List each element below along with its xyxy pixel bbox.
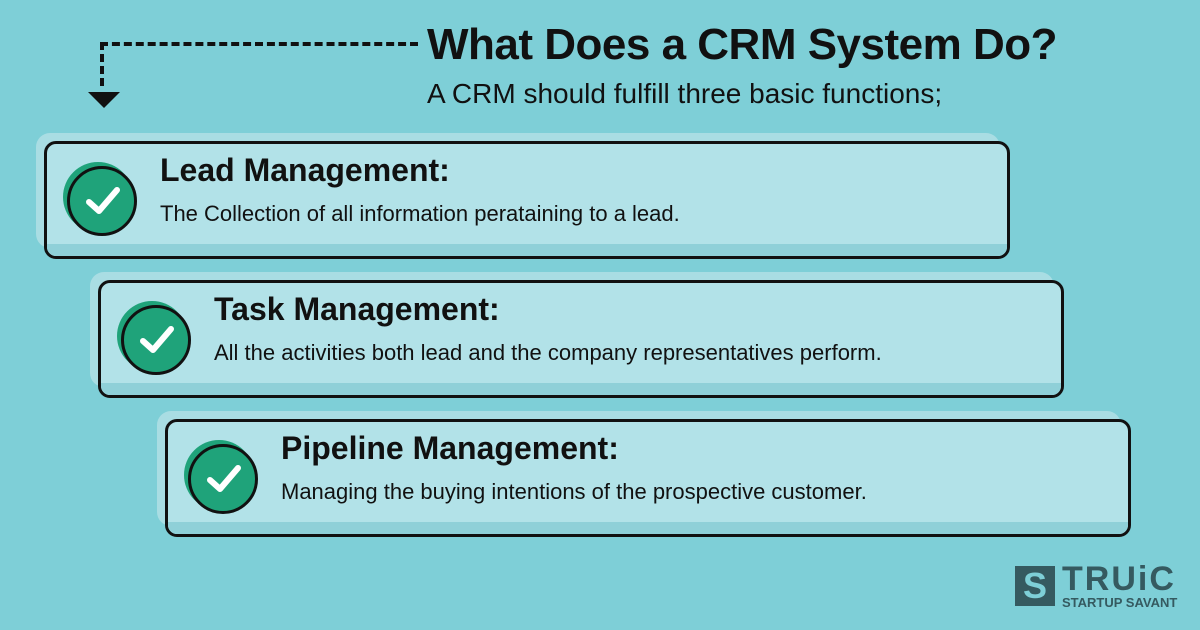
function-card-pipeline: Pipeline Management: Managing the buying… [157, 411, 1131, 537]
dashed-connector [100, 42, 418, 46]
function-card-lead: Lead Management: The Collection of all i… [36, 133, 1010, 259]
check-icon [67, 166, 137, 236]
card-title: Pipeline Management: [281, 430, 619, 466]
function-card-task: Task Management: All the activities both… [90, 272, 1064, 398]
page-title: What Does a CRM System Do? [427, 20, 1057, 69]
page-subtitle: A CRM should fulfill three basic functio… [427, 78, 943, 109]
card-title: Task Management: [214, 291, 500, 327]
logo-tagline: STARTUP SAVANT [1062, 595, 1178, 610]
check-icon [188, 444, 258, 514]
arrow-down-icon [88, 92, 120, 108]
card-description: The Collection of all information perata… [160, 201, 680, 226]
logo-name: TRUiC [1062, 560, 1176, 598]
logo-mark: S [1015, 566, 1055, 606]
card-title: Lead Management: [160, 152, 450, 188]
dashed-connector-vertical [100, 42, 104, 86]
card-description: Managing the buying intentions of the pr… [281, 479, 867, 504]
check-icon [121, 305, 191, 375]
card-description: All the activities both lead and the com… [214, 340, 882, 365]
